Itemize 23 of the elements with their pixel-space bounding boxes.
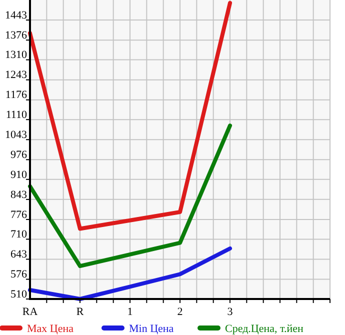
- y-tick-label: 643: [10, 248, 28, 261]
- y-tick-label: 1310: [5, 49, 28, 62]
- legend-label: Сред.Цена, т.йен: [225, 323, 304, 335]
- y-tick-label: 910: [10, 168, 28, 181]
- legend-label: Min Цена: [129, 323, 174, 335]
- y-tick-label: 1376: [5, 29, 28, 42]
- y-tick-label: 1443: [5, 9, 28, 22]
- x-tick-label: R: [76, 306, 84, 318]
- x-tick-label: 1: [127, 306, 133, 318]
- y-tick-label: 1243: [5, 69, 28, 82]
- y-tick-label: 1043: [5, 128, 28, 141]
- x-tick-label: 3: [227, 306, 234, 318]
- y-tick-label: 1176: [5, 89, 28, 102]
- y-tick-label: 576: [10, 268, 28, 281]
- y-tick-label: 776: [10, 208, 28, 221]
- y-tick-label: 1110: [6, 108, 28, 121]
- y-tick-label: 843: [10, 188, 28, 201]
- y-tick-label: 710: [10, 228, 28, 241]
- y-tick-label: 510: [10, 288, 28, 300]
- y-tick-label: 976: [10, 149, 28, 162]
- x-tick-label: 2: [177, 306, 183, 318]
- legend-label: Max Цена: [27, 323, 74, 335]
- x-tick-label: RA: [22, 306, 38, 318]
